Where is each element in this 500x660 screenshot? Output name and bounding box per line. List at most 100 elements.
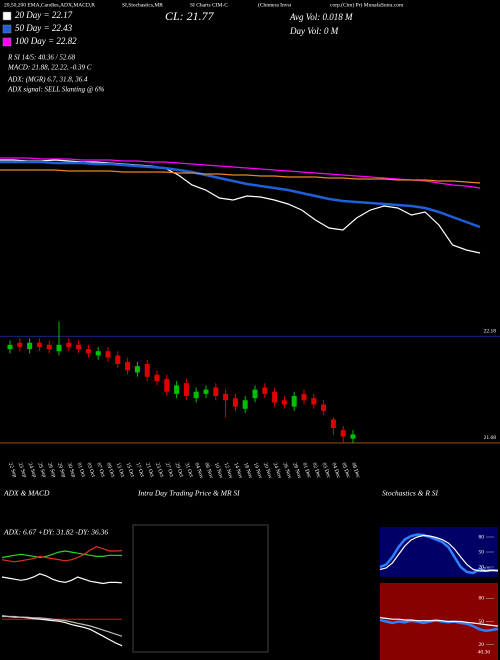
x-tick-label: 26 Nov xyxy=(281,462,292,480)
header-part: SI Charts CIM-C xyxy=(190,2,228,8)
panel-title: Intra Day Trading Price & MR SI xyxy=(137,489,240,498)
candle-body xyxy=(330,419,336,428)
header-part: 20,50,200 EMA,Candles,ADX,MACD,R xyxy=(4,2,95,8)
x-tick-label: 04 Dec xyxy=(330,462,341,479)
stat-line: R SI 14/5: 40.36 / 52.68 xyxy=(7,54,76,62)
header-part: corp.(Cim) Pr) MunafaSutra.com xyxy=(330,1,404,8)
candle-body xyxy=(301,393,307,401)
stat-line: MACD: 21.88, 22.22, -0.39 C xyxy=(7,64,92,72)
header-part: SI,Stochastics,MR xyxy=(122,2,163,8)
x-tick-label: 13 Oct xyxy=(115,462,126,478)
x-tick-label: 27 Oct xyxy=(164,462,175,478)
candle-body xyxy=(223,393,229,401)
x-tick-label: 23 Oct xyxy=(154,462,165,478)
candle-body xyxy=(183,383,189,396)
series-line xyxy=(379,533,499,575)
panel-title: Stochastics & R SI xyxy=(382,489,439,498)
candle-body xyxy=(193,391,199,399)
x-tick-label: 15 Oct xyxy=(125,462,136,478)
x-tick-label: 09 Oct xyxy=(105,462,116,478)
x-tick-label: 10 Nov xyxy=(213,462,224,480)
x-tick-label: 19 Nov xyxy=(252,462,263,480)
candle-body xyxy=(144,364,150,377)
x-tick-label: 22 Sep xyxy=(7,462,18,478)
series-line xyxy=(1,573,123,585)
candle-body xyxy=(291,396,297,407)
y-tick-label: 22.18 xyxy=(484,329,497,335)
x-tick-label: 29 Oct xyxy=(174,462,185,478)
legend-label: 20 Day = 22.17 xyxy=(15,10,73,20)
x-tick-label: 31 Oct xyxy=(183,462,194,478)
x-tick-label: 07 Oct xyxy=(95,462,106,478)
candle-body xyxy=(350,434,356,439)
day-volume: Day Vol: 0 M xyxy=(289,26,339,36)
y-tick-label: 20 xyxy=(479,642,485,648)
series-line xyxy=(0,160,481,229)
legend-label: 100 Day = 22.82 xyxy=(15,36,77,46)
series-line xyxy=(0,169,481,184)
candle-body xyxy=(340,430,346,437)
x-tick-label: 14 Nov xyxy=(232,462,243,480)
x-tick-label: 05 Dec xyxy=(340,462,351,479)
annotation: 40.36 xyxy=(478,649,491,655)
x-tick-label: 29 Sep xyxy=(56,462,67,478)
legend-swatch xyxy=(2,37,12,47)
annotation: 12.5 xyxy=(480,566,490,572)
x-tick-label: 28 Nov xyxy=(291,462,302,480)
series-line xyxy=(0,157,481,189)
candle-body xyxy=(105,351,111,358)
x-tick-label: 01 Oct xyxy=(76,462,87,478)
panel-title: ADX & MACD xyxy=(3,489,50,498)
y-tick-label: 50 xyxy=(479,549,485,555)
avg-volume: Avg Vol: 0.018 M xyxy=(289,12,353,22)
stat-line: ADX: (MGR) 6.7, 31.8, 36.4 xyxy=(7,76,88,84)
y-tick-label: 50 xyxy=(479,619,485,625)
legend-label: 50 Day = 22.43 xyxy=(15,23,73,33)
close-price: CL: 21.77 xyxy=(165,9,215,23)
candle-body xyxy=(125,361,131,371)
candle-body xyxy=(56,344,62,352)
candle-body xyxy=(36,342,42,347)
y-tick-label: 21.68 xyxy=(484,435,497,441)
x-tick-label: 12 Nov xyxy=(223,462,234,480)
y-tick-label: 20 xyxy=(479,564,485,570)
candle-body xyxy=(203,389,209,394)
series-line xyxy=(1,550,123,559)
candle-body xyxy=(311,398,317,405)
candle-body xyxy=(115,355,121,364)
candle-body xyxy=(281,400,287,405)
panel-subtitle: ADX: 6.67 +DY: 31.82 -DY: 36.36 xyxy=(3,528,108,537)
x-tick-label: 30 Sep xyxy=(66,462,77,478)
candle-body xyxy=(164,378,170,392)
x-tick-label: 06 Nov xyxy=(203,462,214,480)
x-tick-label: 04 Nov xyxy=(193,462,204,480)
x-tick-label: 01 Dec xyxy=(301,462,312,479)
x-tick-label: 24 Sep xyxy=(27,462,38,478)
candle-body xyxy=(174,385,180,394)
panel-frame xyxy=(132,524,269,653)
candle-body xyxy=(213,387,219,396)
header-part: (Chimera Invst xyxy=(258,1,292,8)
x-tick-label: 23 Sep xyxy=(17,462,28,478)
x-tick-label: 18 Nov xyxy=(242,462,253,480)
x-tick-label: 03 Dec xyxy=(321,462,332,479)
candle-body xyxy=(46,344,52,350)
candle-body xyxy=(95,351,101,356)
stat-line: ADX signal: SELL Slanting @ 6% xyxy=(7,86,105,94)
candle-body xyxy=(321,404,327,411)
series-line xyxy=(1,546,123,563)
candle-body xyxy=(66,342,72,347)
y-tick-label: 80 xyxy=(479,534,485,540)
panel-background xyxy=(380,527,498,577)
x-tick-label: 02 Dec xyxy=(311,462,322,479)
x-tick-label: 20 Nov xyxy=(262,462,273,480)
x-tick-label: 08 Dec xyxy=(350,462,361,479)
series-line xyxy=(2,615,123,637)
candle-body xyxy=(242,400,248,409)
x-tick-label: 25 Sep xyxy=(36,462,47,478)
x-tick-label: 03 Oct xyxy=(85,462,96,478)
legend-swatch xyxy=(2,24,12,34)
y-tick-label: 80 xyxy=(479,596,485,602)
x-tick-label: 17 Oct xyxy=(134,462,145,478)
